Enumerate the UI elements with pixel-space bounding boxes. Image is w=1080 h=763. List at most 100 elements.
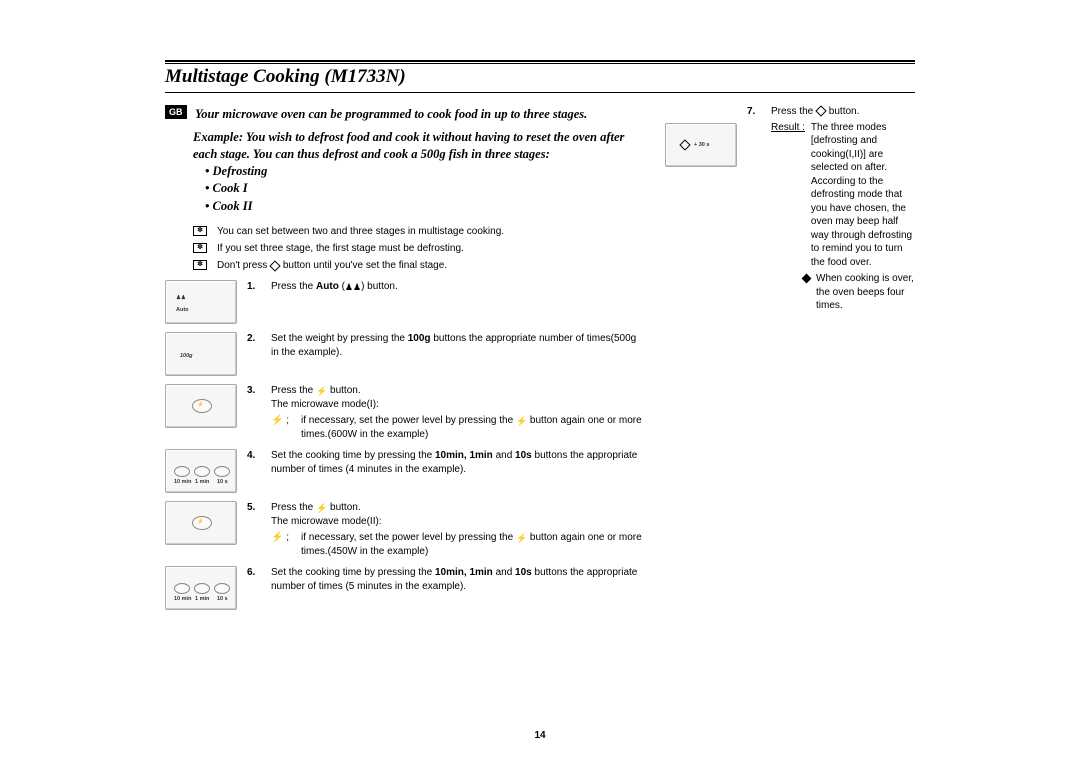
- s3b: button.: [327, 385, 360, 396]
- step-5: ⚡ 5. Press the ⚡ button. The microwave m…: [165, 501, 645, 558]
- step-1-num: 1.: [247, 280, 261, 324]
- start-icon: [815, 106, 826, 117]
- s4bold2: 10s: [515, 450, 532, 461]
- left-column: GB Your microwave oven can be programmed…: [165, 105, 645, 610]
- note-3-text: Don't press button until you've set the …: [217, 259, 447, 272]
- s3sub-text: if necessary, set the power level by pre…: [301, 414, 645, 441]
- diamond-text: When cooking is over, the oven beeps fou…: [816, 272, 915, 313]
- microwave-icon: ⚡ ;: [271, 531, 293, 558]
- start-icon: [269, 260, 280, 271]
- s6a: Set the cooking time by pressing the: [271, 567, 435, 578]
- s6mid: and: [493, 567, 515, 578]
- step-4-num: 4.: [247, 449, 261, 493]
- microwave-icon: ⚡: [516, 415, 527, 427]
- s7b: button.: [826, 106, 859, 117]
- note-3a: Don't press: [217, 260, 270, 271]
- s3-sub: ⚡ ; if necessary, set the power level by…: [271, 414, 645, 441]
- s3suba: if necessary, set the power level by pre…: [301, 415, 513, 426]
- step-2: 100g 2. Set the weight by pressing the 1…: [165, 332, 645, 376]
- s3line2: The microwave mode(I):: [271, 398, 645, 412]
- diamond-bullet-icon: [802, 274, 812, 284]
- step-7-num: 7.: [747, 105, 761, 313]
- diamond-note: When cooking is over, the oven beeps fou…: [803, 272, 915, 313]
- img-label-auto: Auto: [176, 307, 189, 314]
- note-1: ✽ You can set between two and three stag…: [193, 225, 645, 238]
- step-2-image: 100g: [165, 332, 237, 376]
- bullet-cook1: Cook I: [205, 180, 645, 198]
- content-columns: GB Your microwave oven can be programmed…: [165, 105, 915, 610]
- note-3: ✽ Don't press button until you've set th…: [193, 259, 645, 272]
- step-4: 10 min 1 min 10 s 4. Set the cooking tim…: [165, 449, 645, 493]
- step-6-num: 6.: [247, 566, 261, 610]
- s5line2: The microwave mode(II):: [271, 515, 645, 529]
- s6bold: 10min, 1min: [435, 567, 493, 578]
- note-1-text: You can set between two and three stages…: [217, 225, 504, 238]
- title-row: Multistage Cooking (M1733N): [165, 66, 915, 93]
- step-1-image: ♟♟ Auto: [165, 280, 237, 324]
- s1bold: Auto: [316, 281, 339, 292]
- step-2-text: Set the weight by pressing the 100g butt…: [271, 332, 645, 376]
- result-text: The three modes [defrosting and cooking(…: [811, 121, 915, 270]
- s1a: Press the: [271, 281, 316, 292]
- s4a: Set the cooking time by pressing the: [271, 450, 435, 461]
- step-2-num: 2.: [247, 332, 261, 376]
- note-2: ✽ If you set three stage, the first stag…: [193, 242, 645, 255]
- step-1-text: Press the Auto (♟♟) button.: [271, 280, 645, 324]
- step-4-image: 10 min 1 min 10 s: [165, 449, 237, 493]
- step-6: 10 min 1 min 10 s 6. Set the cooking tim…: [165, 566, 645, 610]
- step-5-num: 5.: [247, 501, 261, 558]
- step-7-text: Press the button. Result : The three mod…: [771, 105, 915, 313]
- s2bold: 100g: [408, 333, 431, 344]
- intro-block: GB Your microwave oven can be programmed…: [165, 105, 645, 215]
- s6bold2: 10s: [515, 567, 532, 578]
- step-7-image: + 30 s: [665, 123, 737, 167]
- s1c: ) button.: [361, 281, 398, 292]
- step-5-image: ⚡: [165, 501, 237, 545]
- step-3-image: ⚡: [165, 384, 237, 428]
- step-5-text: Press the ⚡ button. The microwave mode(I…: [271, 501, 645, 558]
- step-3-text: Press the ⚡ button. The microwave mode(I…: [271, 384, 645, 441]
- step-6-text: Set the cooking time by pressing the 10m…: [271, 566, 645, 610]
- microwave-icon: ⚡ ;: [271, 414, 293, 441]
- note-2-text: If you set three stage, the first stage …: [217, 242, 464, 255]
- step-3: ⚡ 3. Press the ⚡ button. The microwave m…: [165, 384, 645, 441]
- top-rule: [165, 60, 915, 64]
- s2a: Set the weight by pressing the: [271, 333, 408, 344]
- step-7: + 30 s 7. Press the button. Result : The…: [665, 105, 915, 313]
- bullet-cook2: Cook II: [205, 198, 645, 216]
- microwave-icon: ⚡: [316, 502, 327, 514]
- result-label: Result :: [771, 121, 805, 270]
- stage-bullets: Defrosting Cook I Cook II: [205, 163, 645, 216]
- step-3-num: 3.: [247, 384, 261, 441]
- step-6-image: 10 min 1 min 10 s: [165, 566, 237, 610]
- s5b: button.: [327, 502, 360, 513]
- start-icon: [679, 139, 690, 150]
- page-number: 14: [534, 730, 545, 741]
- s4bold: 10min, 1min: [435, 450, 493, 461]
- right-column: + 30 s 7. Press the button. Result : The…: [665, 105, 915, 610]
- s5a: Press the: [271, 502, 316, 513]
- img-label-30s: + 30 s: [694, 142, 709, 149]
- note-icon: ✽: [193, 260, 207, 270]
- bullet-defrosting: Defrosting: [205, 163, 645, 181]
- intro-text-1: Your microwave oven can be programmed to…: [195, 107, 587, 121]
- img-label-100g: 100g: [180, 353, 193, 360]
- s5sub-text: if necessary, set the power level by pre…: [301, 531, 645, 558]
- note-3b: button until you've set the final stage.: [280, 260, 447, 271]
- note-icon: ✽: [193, 226, 207, 236]
- s4mid: and: [493, 450, 515, 461]
- lang-badge: GB: [165, 105, 187, 119]
- result-row: Result : The three modes [defrosting and…: [771, 121, 915, 270]
- microwave-icon: ⚡: [316, 385, 327, 397]
- s7a: Press the: [771, 106, 816, 117]
- note-icon: ✽: [193, 243, 207, 253]
- microwave-icon: ⚡: [516, 532, 527, 544]
- auto-icon: ♟♟: [345, 281, 361, 293]
- step-1: ♟♟ Auto 1. Press the Auto (♟♟) button.: [165, 280, 645, 324]
- s5suba: if necessary, set the power level by pre…: [301, 532, 513, 543]
- intro-text-2: Example: You wish to defrost food and co…: [193, 129, 645, 163]
- s3a: Press the: [271, 385, 316, 396]
- s5-sub: ⚡ ; if necessary, set the power level by…: [271, 531, 645, 558]
- page-title: Multistage Cooking (M1733N): [165, 66, 406, 88]
- step-4-text: Set the cooking time by pressing the 10m…: [271, 449, 645, 493]
